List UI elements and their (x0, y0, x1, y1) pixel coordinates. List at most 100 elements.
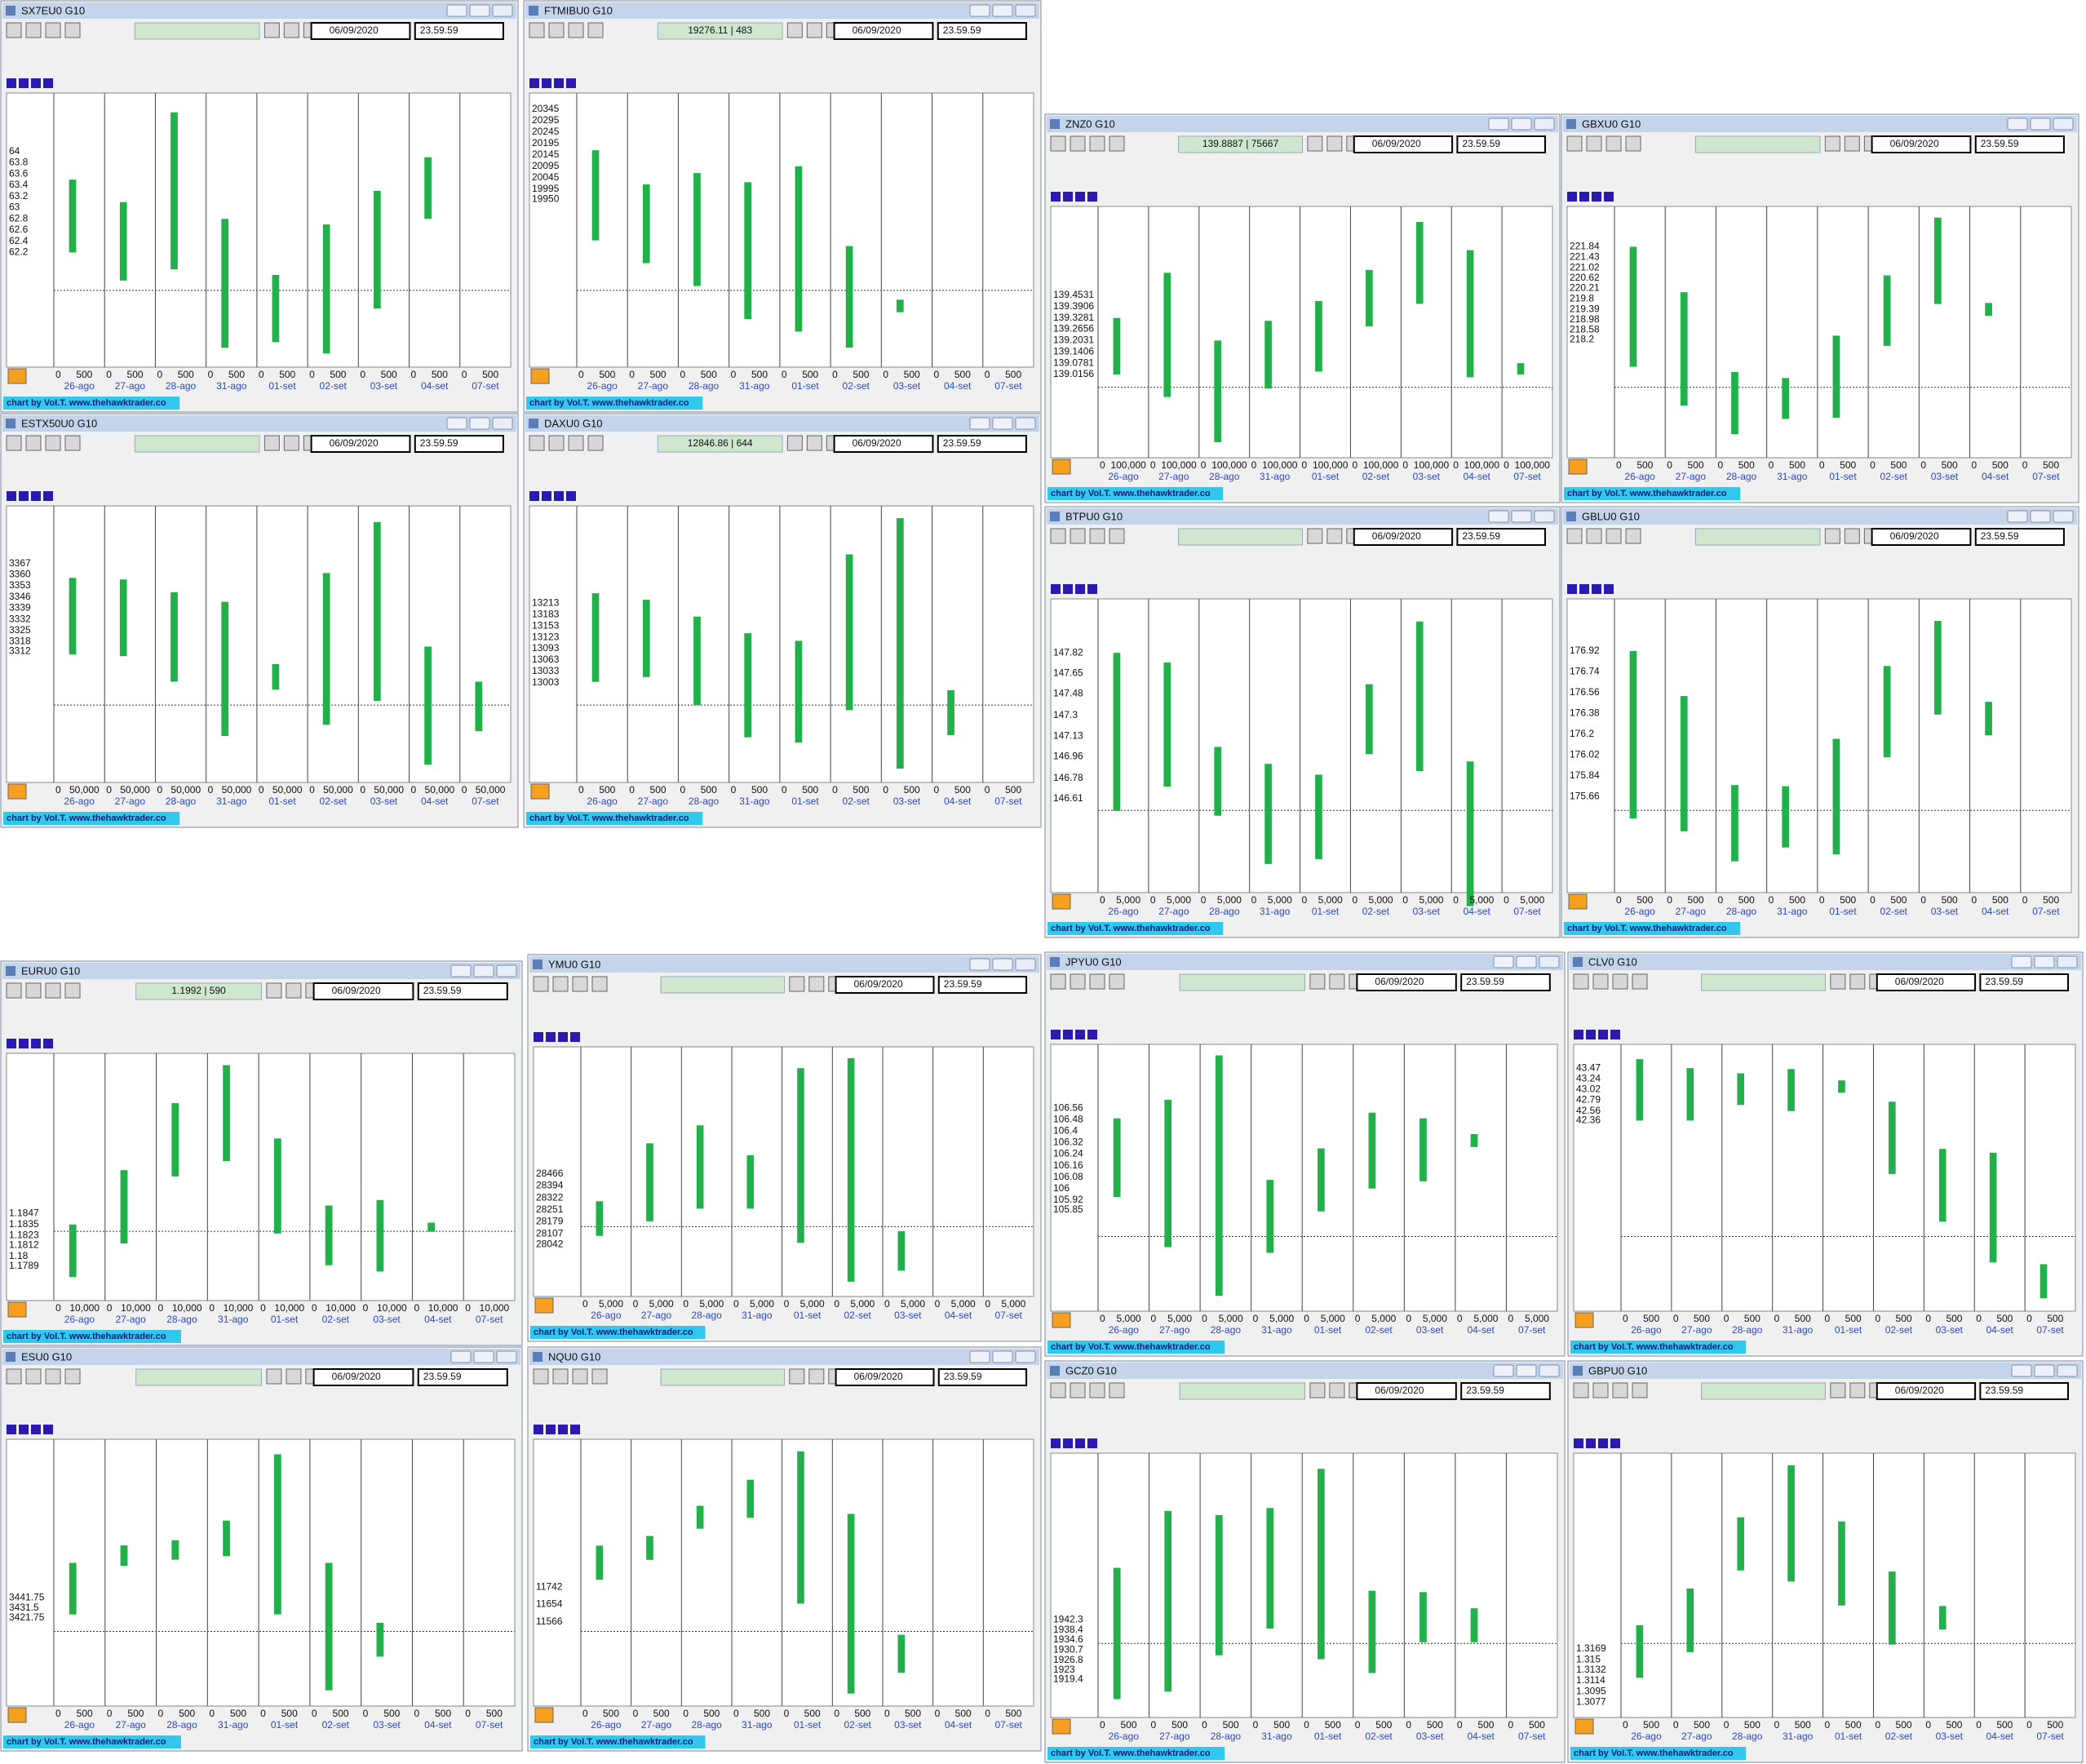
alert-icon[interactable] (530, 368, 550, 384)
toolbar-icon[interactable] (1586, 528, 1602, 544)
close-button[interactable] (1534, 117, 1555, 131)
toolbar-icon[interactable] (1592, 973, 1609, 990)
close-button[interactable] (1534, 510, 1555, 523)
close-button[interactable] (1539, 955, 1560, 968)
close-button[interactable] (1015, 958, 1036, 971)
toolbar-icon[interactable] (552, 1368, 569, 1385)
toolbar-icon[interactable] (789, 976, 805, 992)
toolbar-icon[interactable] (1089, 528, 1105, 544)
alert-icon[interactable] (7, 1707, 27, 1723)
date-field[interactable] (312, 1368, 414, 1386)
minimize-button[interactable] (2011, 1364, 2032, 1377)
maximize-button[interactable] (1516, 955, 1537, 968)
toolbar-icon[interactable] (1307, 528, 1323, 544)
alert-icon[interactable] (1568, 459, 1588, 475)
time-field[interactable] (1456, 528, 1547, 546)
maximize-button[interactable] (2030, 510, 2051, 523)
toolbar-icon[interactable] (1109, 528, 1125, 544)
close-button[interactable] (1015, 4, 1036, 17)
toolbar-icon[interactable] (587, 435, 604, 451)
minimize-button[interactable] (2007, 117, 2028, 131)
minimize-button[interactable] (969, 958, 990, 971)
toolbar-icon[interactable] (1625, 528, 1641, 544)
minimize-button[interactable] (969, 4, 990, 17)
close-button[interactable] (496, 1350, 517, 1363)
toolbar-icon[interactable] (1050, 1382, 1066, 1398)
toolbar-icon[interactable] (1830, 1382, 1846, 1398)
minimize-button[interactable] (1493, 955, 1514, 968)
alert-icon[interactable] (1052, 1312, 1071, 1328)
toolbar-icon[interactable] (64, 982, 81, 999)
alert-icon[interactable] (7, 783, 27, 800)
time-field[interactable] (417, 1368, 508, 1386)
toolbar-icon[interactable] (1309, 973, 1326, 990)
date-field[interactable] (1871, 528, 1972, 546)
toolbar-icon[interactable] (286, 982, 302, 999)
alert-icon[interactable] (1574, 1718, 1594, 1735)
toolbar-icon[interactable] (529, 22, 545, 38)
date-field[interactable] (1356, 973, 1457, 991)
maximize-button[interactable] (473, 964, 494, 977)
time-field[interactable] (414, 435, 504, 453)
close-button[interactable] (496, 964, 517, 977)
toolbar-icon[interactable] (45, 22, 61, 38)
toolbar-icon[interactable] (1109, 973, 1125, 990)
maximize-button[interactable] (2030, 117, 2051, 131)
toolbar-icon[interactable] (45, 982, 61, 999)
maximize-button[interactable] (2034, 955, 2055, 968)
toolbar-icon[interactable] (1592, 1382, 1609, 1398)
time-field[interactable] (1460, 973, 1551, 991)
toolbar-icon[interactable] (548, 435, 565, 451)
toolbar-icon[interactable] (1849, 973, 1866, 990)
toolbar-icon[interactable] (1329, 1382, 1345, 1398)
toolbar-icon[interactable] (1566, 528, 1583, 544)
toolbar-icon[interactable] (1830, 973, 1846, 990)
toolbar-icon[interactable] (1632, 973, 1648, 990)
alert-icon[interactable] (1052, 1718, 1071, 1735)
toolbar-icon[interactable] (1070, 135, 1086, 152)
toolbar-icon[interactable] (25, 435, 42, 451)
minimize-button[interactable] (450, 1350, 472, 1363)
toolbar-icon[interactable] (6, 435, 22, 451)
toolbar-icon[interactable] (808, 976, 825, 992)
toolbar-icon[interactable] (1309, 1382, 1326, 1398)
minimize-button[interactable] (1493, 1364, 1514, 1377)
toolbar-icon[interactable] (1844, 135, 1860, 152)
maximize-button[interactable] (992, 417, 1013, 430)
maximize-button[interactable] (1511, 510, 1532, 523)
toolbar-icon[interactable] (1109, 135, 1125, 152)
close-button[interactable] (1015, 1350, 1036, 1363)
close-button[interactable] (2053, 510, 2074, 523)
toolbar-icon[interactable] (1625, 135, 1641, 152)
close-button[interactable] (2053, 117, 2074, 131)
toolbar-icon[interactable] (1329, 973, 1345, 990)
date-field[interactable] (1876, 973, 1977, 991)
toolbar-icon[interactable] (1089, 1382, 1105, 1398)
toolbar-icon[interactable] (64, 1368, 81, 1385)
toolbar-icon[interactable] (552, 976, 569, 992)
toolbar-icon[interactable] (1050, 973, 1066, 990)
toolbar-icon[interactable] (1612, 973, 1628, 990)
toolbar-icon[interactable] (806, 435, 822, 451)
maximize-button[interactable] (992, 1350, 1013, 1363)
toolbar-icon[interactable] (572, 1368, 588, 1385)
date-field[interactable] (1876, 1382, 1977, 1400)
alert-icon[interactable] (1574, 1312, 1594, 1328)
toolbar-icon[interactable] (1307, 135, 1323, 152)
toolbar-icon[interactable] (266, 982, 282, 999)
toolbar-icon[interactable] (1605, 528, 1622, 544)
toolbar-icon[interactable] (548, 22, 565, 38)
toolbar-icon[interactable] (529, 435, 545, 451)
time-field[interactable] (937, 22, 1027, 40)
maximize-button[interactable] (992, 958, 1013, 971)
date-field[interactable] (1356, 1382, 1457, 1400)
minimize-button[interactable] (1488, 510, 1509, 523)
toolbar-icon[interactable] (45, 435, 61, 451)
minimize-button[interactable] (2007, 510, 2028, 523)
date-field[interactable] (833, 22, 934, 40)
toolbar-icon[interactable] (1844, 528, 1860, 544)
toolbar-icon[interactable] (264, 22, 280, 38)
minimize-button[interactable] (450, 964, 472, 977)
toolbar-icon[interactable] (533, 1368, 549, 1385)
time-field[interactable] (1974, 135, 2065, 153)
